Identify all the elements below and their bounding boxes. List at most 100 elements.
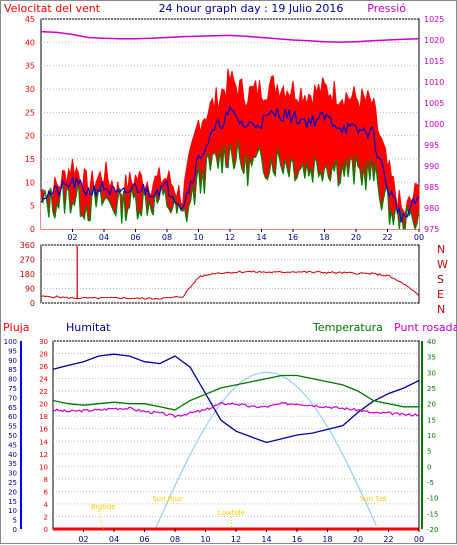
temperature-y-tick: -15 [427,510,438,518]
rain-y-tick: 2 [44,513,48,521]
wind-x-tick: 18 [319,233,329,242]
wind-y-tick: 25 [25,108,35,117]
wind-x-tick: 10 [193,233,203,242]
rain-y-tick: 6 [44,488,49,496]
pressure-y-tick: 1005 [424,99,444,108]
climate-x-tick: 08 [170,535,180,544]
climate-x-tick: 00 [414,535,424,544]
climate-x-tick: 18 [322,535,332,544]
pressure-series [40,30,420,43]
wind-x-tick: 04 [99,233,109,242]
temperature-y-tick: 25 [427,385,436,393]
temperature-y-tick: -10 [427,495,438,503]
compass-label: N [437,303,445,316]
climate-x-tick: 14 [261,535,271,544]
direction-y-tick: 180 [20,270,35,279]
humidity-y-tick: 10 [8,507,17,515]
wind-x-tick: 08 [162,233,172,242]
humidity-y-tick: 65 [8,404,17,412]
direction-y-tick: 0 [30,299,35,308]
wind-x-tick: 06 [130,233,140,242]
rain-y-tick: 16 [39,426,48,434]
humidity-y-tick: 25 [8,479,17,487]
climate-x-tick: 06 [139,535,149,544]
wind-y-tick: 10 [25,178,35,187]
pressure-title: Pressió [367,2,406,15]
direction-y-tick: 360 [20,241,35,250]
wind-y-tick: 45 [25,15,35,24]
wind-low-mask [41,140,419,229]
wind-y-tick: 0 [30,225,35,234]
compass-label: N [437,243,445,256]
direction-y-tick: 90 [25,285,35,294]
pressure-y-tick: 1015 [424,57,444,66]
wind-x-tick: 22 [382,233,392,242]
wind-x-tick: 02 [67,233,77,242]
rain-title: Pluja [3,321,29,334]
sun-elevation-curve [154,371,377,530]
humidity-y-tick: 55 [8,423,17,431]
lowtide-label: Lowtide [218,509,245,517]
climate-x-tick: 22 [383,535,393,544]
humidity-y-tick: 75 [8,385,17,393]
humidity-y-tick: 20 [8,488,17,496]
pressure-y-tick: 1020 [424,36,444,45]
climate-x-tick: 02 [78,535,88,544]
wind-x-tick: 16 [288,233,298,242]
temperature-y-tick: 5 [427,448,431,456]
dewpoint-series [52,401,420,418]
temperature-y-tick: 10 [427,432,436,440]
humidity-y-tick: 0 [13,526,17,534]
rain-y-tick: 0 [44,526,48,534]
rain-y-tick: 26 [39,363,48,371]
temperature-y-tick: -5 [427,479,434,487]
temperature-title: Temperatura [312,321,383,334]
wind-title: Velocitat del vent [4,2,101,15]
humidity-y-tick: 90 [8,357,17,365]
humidity-y-tick: 60 [8,413,17,421]
pressure-y-tick: 1010 [424,78,444,87]
rain-y-tick: 18 [39,413,48,421]
dewpoint-title: Punt rosada [394,321,457,334]
wind-x-tick: 00 [414,233,424,242]
rain-y-tick: 22 [39,388,48,396]
wind-y-tick: 40 [25,38,35,47]
humidity-y-tick: 15 [8,498,17,506]
direction-y-tick: 270 [20,256,35,265]
rain-y-tick: 12 [39,451,48,459]
humidity-y-tick: 45 [8,441,17,449]
pressure-y-tick: 975 [424,225,439,234]
compass-label: S [437,273,444,286]
climate-plot-area [52,340,420,530]
direction-series [40,270,420,300]
rain-y-tick: 24 [39,376,48,384]
rain-y-tick: 28 [39,351,48,359]
pressure-y-tick: 990 [424,162,439,171]
rain-y-tick: 4 [44,501,49,509]
pressure-y-tick: 1025 [424,15,444,24]
wind-y-tick: 5 [30,202,35,211]
humidity-y-tick: 30 [8,470,17,478]
compass-label: E [437,288,444,301]
humidity-y-tick: 70 [8,394,17,402]
humidity-y-tick: 40 [8,451,17,459]
wind-x-tick: 14 [256,233,266,242]
temperature-y-tick: 35 [427,354,436,362]
bigtide-marker [97,510,104,530]
pressure-y-tick: 985 [424,183,439,192]
humidity-y-tick: 5 [13,517,17,525]
climate-x-tick: 20 [353,535,363,544]
sunset-label: Sun Set [360,495,387,503]
temperature-y-tick: 0 [427,463,431,471]
climate-x-tick: 04 [109,535,119,544]
pressure-y-tick: 980 [424,204,439,213]
bigtide-label: Bigtide [91,503,116,511]
rain-y-tick: 14 [39,438,48,446]
humidity-y-tick: 80 [8,376,17,384]
wind-y-tick: 15 [25,155,35,164]
graph-title: 24 hour graph day : 19 Julio 2016 [159,2,344,15]
climate-x-tick: 16 [292,535,302,544]
rain-y-tick: 30 [39,338,48,346]
